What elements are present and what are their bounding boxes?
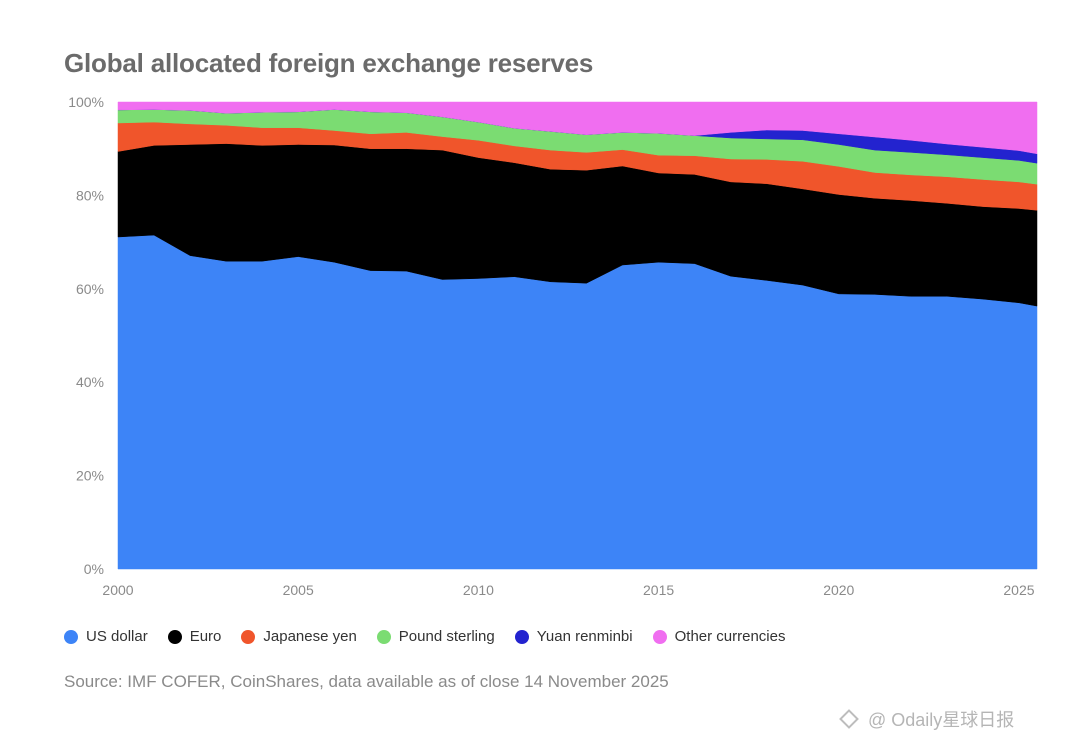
legend-label: Yuan renminbi	[536, 628, 633, 645]
y-tick-label: 60%	[76, 281, 104, 297]
watermark-text: @ Odaily星球日报	[868, 710, 1015, 730]
x-tick-label: 2020	[823, 582, 854, 598]
x-tick-label: 2010	[463, 582, 494, 598]
legend-dot-icon	[241, 629, 256, 644]
legend-item: Euro	[167, 628, 222, 645]
legend-dot-icon	[514, 629, 529, 644]
chart-areas	[117, 101, 1038, 570]
legend-item: US dollar	[64, 628, 148, 645]
y-tick-label: 100%	[68, 94, 104, 110]
legend-item: Yuan renminbi	[514, 628, 633, 645]
x-tick-label: 2015	[643, 582, 674, 598]
watermark: @ Odaily星球日报	[839, 706, 1015, 732]
y-tick-label: 0%	[84, 561, 104, 577]
legend-label: Other currencies	[674, 628, 786, 645]
y-tick-label: 40%	[76, 374, 104, 390]
watermark-logo-icon	[839, 709, 859, 729]
legend-item: Other currencies	[652, 628, 786, 645]
y-tick-label: 80%	[76, 187, 104, 203]
legend-dot-icon	[167, 629, 182, 644]
x-tick-label: 2025	[1003, 582, 1034, 598]
chart-title: Global allocated foreign exchange reserv…	[64, 48, 594, 78]
legend-dot-icon	[64, 629, 78, 644]
legend-item: Pound sterling	[376, 628, 495, 645]
y-axis-ticks: 0% 20% 40% 60% 80% 100%	[68, 94, 104, 577]
legend-label: Japanese yen	[263, 628, 357, 645]
source-note: Source: IMF COFER, CoinShares, data avai…	[64, 672, 669, 691]
y-tick-label: 20%	[76, 468, 104, 484]
legend-label: Pound sterling	[398, 628, 495, 645]
area-other-currencies	[117, 101, 1038, 155]
x-tick-label: 2005	[283, 582, 314, 598]
legend-dot-icon	[376, 629, 391, 644]
legend-label: US dollar	[86, 628, 148, 645]
legend-dot-icon	[652, 629, 667, 644]
x-tick-label: 2000	[102, 582, 133, 598]
legend-item: Japanese yen	[241, 628, 357, 645]
x-axis-ticks: 2000 2005 2010 2015 2020 2025	[102, 582, 1034, 598]
legend-label: Euro	[189, 628, 222, 645]
legend: US dollar Euro Japanese yen Pound sterling Y…	[64, 628, 805, 645]
